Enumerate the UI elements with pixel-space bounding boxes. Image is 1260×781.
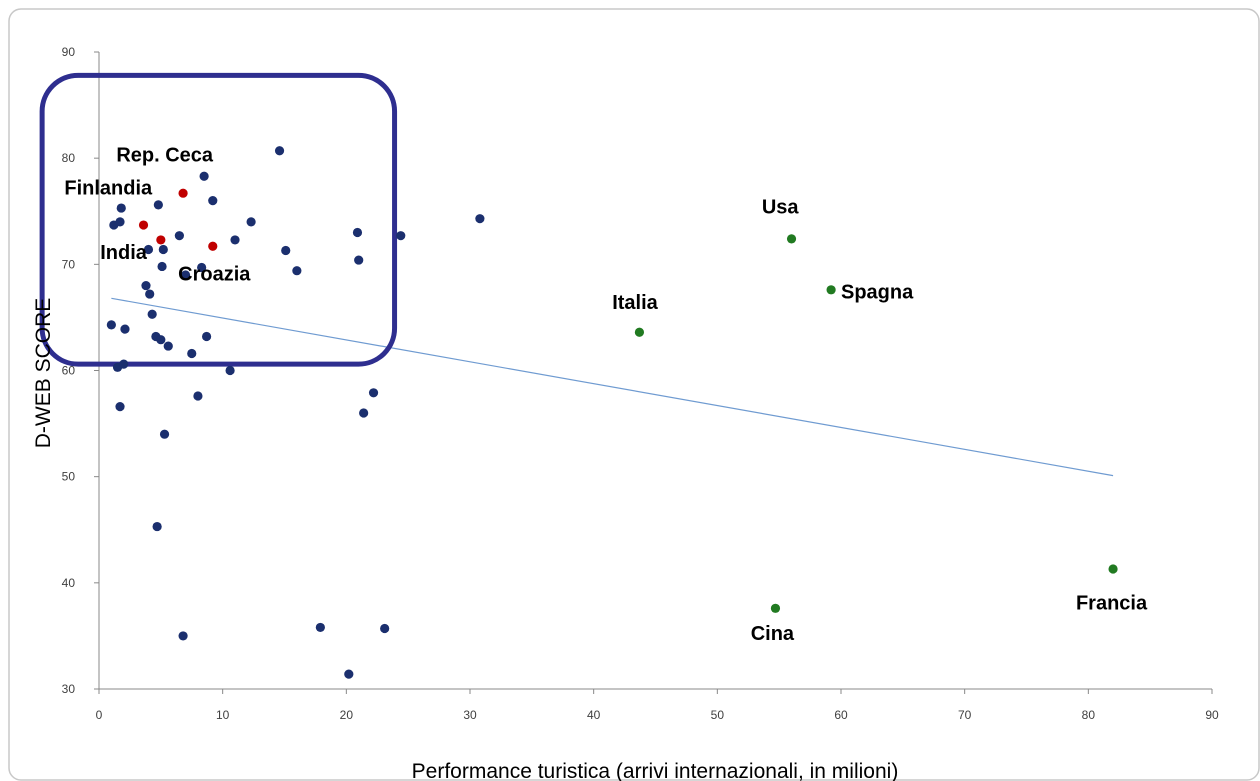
data-label: Cina [751, 623, 795, 645]
data-point [120, 324, 130, 334]
data-label: Francia [1076, 592, 1148, 614]
x-tick-label: 30 [463, 708, 477, 722]
data-point [770, 603, 781, 613]
data-point [344, 669, 354, 679]
y-tick-label: 40 [62, 576, 76, 590]
data-point [225, 365, 235, 376]
x-tick-label: 90 [1205, 708, 1219, 722]
data-point [156, 235, 166, 245]
y-axis-title: D-WEB SCORE [32, 298, 55, 449]
data-point [380, 623, 390, 634]
data-point [274, 146, 285, 156]
data-point [159, 429, 170, 439]
data-point [292, 266, 302, 276]
x-tick-label: 70 [958, 708, 972, 722]
data-point [208, 241, 218, 251]
x-tick-label: 40 [587, 708, 601, 722]
data-label: Spagna [841, 281, 914, 303]
data-point [145, 289, 155, 299]
data-point [147, 309, 157, 319]
data-point [119, 359, 129, 369]
y-tick-label: 90 [62, 45, 76, 59]
data-point [634, 327, 645, 337]
data-point [163, 341, 173, 351]
trendline [111, 297, 1114, 477]
data-label: India [100, 242, 148, 264]
data-label: Croazia [178, 263, 251, 285]
x-tick-label: 0 [96, 708, 103, 722]
data-label: Usa [762, 196, 800, 218]
data-point [201, 331, 212, 342]
data-point [106, 320, 116, 330]
data-point [230, 235, 240, 245]
data-point [178, 188, 188, 198]
x-tick-label: 50 [711, 708, 725, 722]
data-label: Finlandia [64, 177, 153, 199]
chart-frame [8, 8, 1260, 781]
data-point [153, 200, 163, 210]
data-point [396, 231, 406, 241]
y-tick-label: 80 [62, 151, 76, 165]
data-point [826, 285, 836, 295]
data-point [141, 280, 151, 291]
x-axis: 0 10 20 30 40 50 60 70 80 90 [96, 688, 1219, 722]
data-point [246, 217, 256, 227]
data-point [152, 521, 162, 532]
y-tick-label: 30 [62, 682, 76, 696]
data-point [157, 261, 167, 272]
data-label: Italia [612, 292, 658, 314]
y-axis: 30 40 50 60 70 80 90 [62, 45, 100, 696]
annotations: Rep. Ceca Finlandia India Croazia Usa Italia S… [64, 144, 1148, 645]
data-point [115, 401, 125, 412]
selection-box [39, 72, 398, 367]
y-tick-label: 70 [62, 257, 76, 271]
data-point [352, 227, 363, 238]
trendline-layer [111, 297, 1114, 477]
data-point [143, 244, 154, 255]
data-point [115, 217, 125, 227]
data-point [156, 335, 166, 345]
data-point [158, 244, 168, 255]
data-point [174, 231, 184, 241]
data-point [116, 203, 126, 213]
data-points [106, 146, 1118, 679]
data-point [180, 270, 191, 280]
data-point [187, 348, 197, 359]
data-point [354, 255, 364, 265]
data-point [208, 196, 218, 206]
x-tick-label: 10 [216, 708, 230, 722]
data-point [368, 388, 379, 398]
data-point [1108, 564, 1118, 574]
y-tick-label: 60 [62, 364, 76, 378]
data-label: Rep. Ceca [116, 144, 214, 166]
data-point [197, 262, 207, 273]
data-point [193, 391, 203, 401]
x-tick-label: 80 [1082, 708, 1096, 722]
data-point [475, 214, 485, 224]
data-point [138, 220, 149, 230]
data-point [199, 171, 209, 181]
data-point [359, 408, 369, 418]
x-tick-label: 60 [834, 708, 848, 722]
selection-box-layer [39, 72, 398, 367]
x-tick-label: 20 [340, 708, 354, 722]
data-point [178, 631, 188, 641]
data-point [786, 234, 797, 244]
y-tick-label: 50 [62, 470, 76, 484]
x-axis-title: Performance turistica (arrivi internazio… [412, 760, 899, 781]
data-point [281, 245, 291, 256]
data-point [315, 622, 325, 633]
